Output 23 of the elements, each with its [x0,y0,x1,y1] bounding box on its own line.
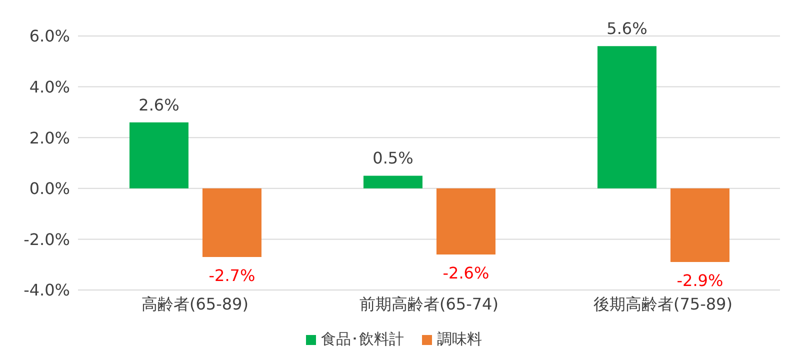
data-label: -2.7% [208,266,256,285]
legend-label: 食品･飲料計 [321,330,404,349]
x-tick-label: 後期高齢者(75-89) [594,294,732,314]
bar [670,188,730,262]
legend-label: 調味料 [437,330,482,349]
data-label: 0.5% [372,148,414,168]
data-label: 2.6% [138,95,180,114]
y-tick-label: -4.0% [24,280,70,300]
x-tick-label: 前期高齢者(65-74) [360,294,498,314]
data-label: -2.6% [442,263,490,282]
y-tick-label: -2.0% [24,230,70,249]
x-tick-label: 高齢者(65-89) [142,294,248,314]
bar [129,122,188,188]
bar [363,176,422,188]
bar [436,188,496,254]
bar [202,188,262,257]
y-tick-label: 2.0% [29,128,70,148]
y-tick-label: 0.0% [29,179,70,198]
data-label: -2.9% [676,271,724,290]
data-label: 5.6% [606,19,648,38]
y-tick-label: 4.0% [29,77,70,96]
bar [597,46,656,188]
y-tick-label: 6.0% [29,26,70,46]
